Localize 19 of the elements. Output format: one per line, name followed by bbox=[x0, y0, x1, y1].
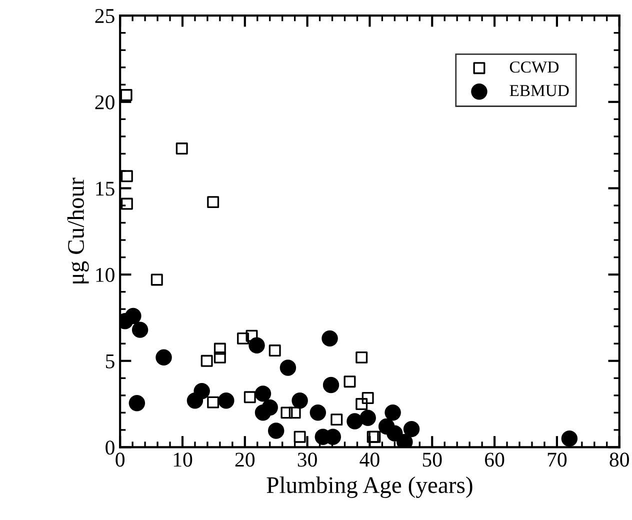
x-tick-label: 40 bbox=[360, 452, 380, 467]
x-tick-label: 30 bbox=[298, 452, 317, 467]
x-tick-label: 50 bbox=[422, 452, 442, 467]
y-tick-label: 10 bbox=[96, 268, 114, 282]
legend-label: CCWD bbox=[510, 61, 559, 73]
x-tick-label: 80 bbox=[610, 452, 629, 467]
x-tick-label: 10 bbox=[174, 452, 192, 467]
y-tick-label: 0 bbox=[106, 440, 114, 455]
x-axis-title: Plumbing Age (years) bbox=[266, 476, 472, 498]
y-axis-title: μg Cu/hour bbox=[67, 178, 89, 284]
x-tick-label: 60 bbox=[485, 452, 504, 467]
y-tick-label: 25 bbox=[95, 9, 114, 24]
legend-label: EBMUD bbox=[510, 85, 569, 96]
y-tick-label: 15 bbox=[96, 182, 114, 196]
y-tick-label: 20 bbox=[95, 95, 114, 110]
x-tick-label: 0 bbox=[116, 452, 124, 467]
x-tick-label: 70 bbox=[548, 452, 567, 467]
y-tick-label: 5 bbox=[106, 354, 114, 368]
x-tick-label: 20 bbox=[235, 452, 255, 467]
